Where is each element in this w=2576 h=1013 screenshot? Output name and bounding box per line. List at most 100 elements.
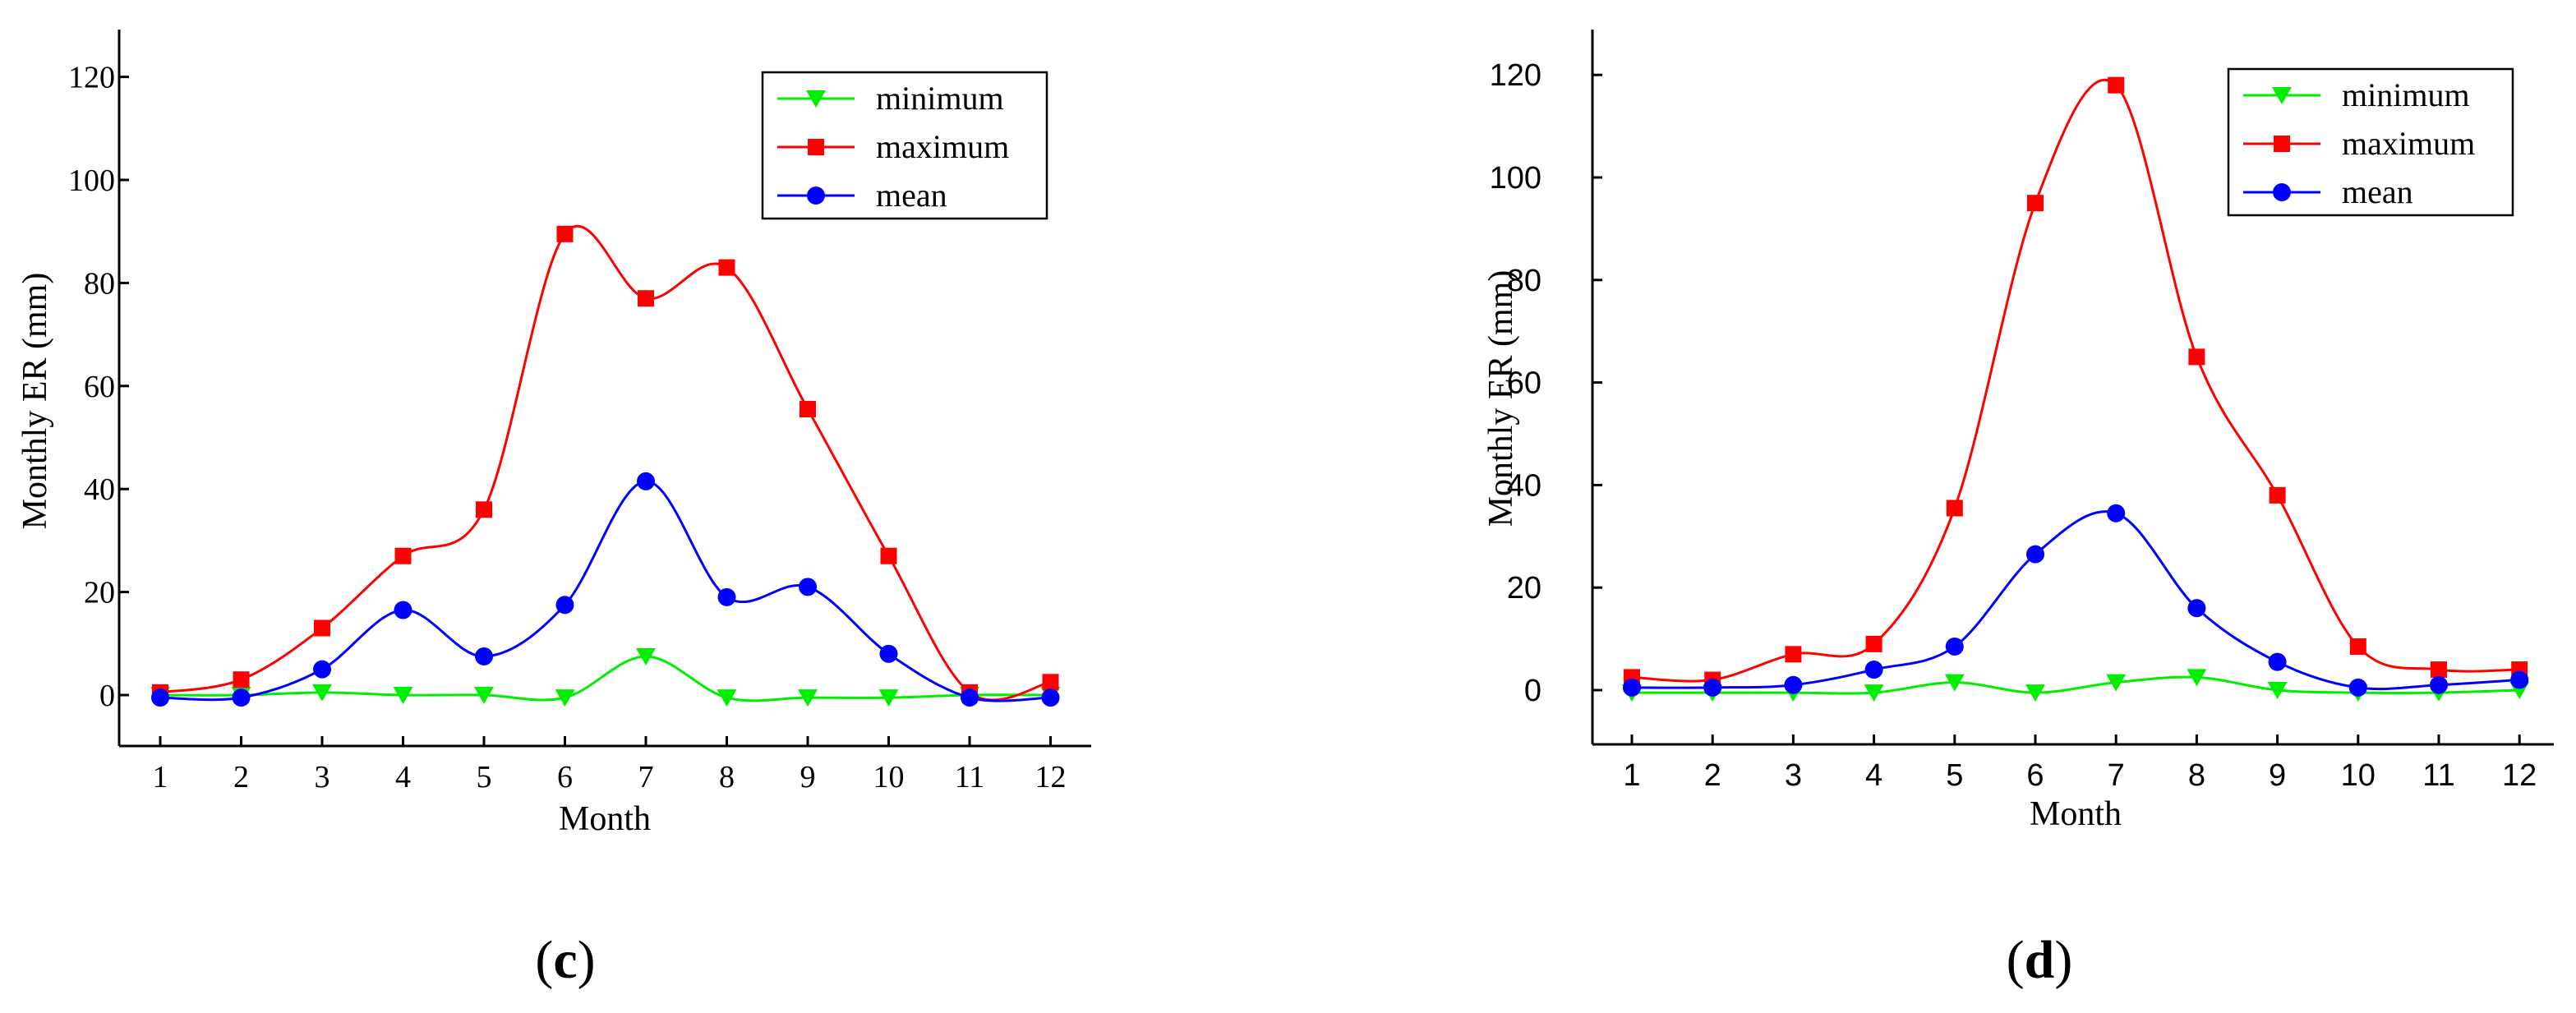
data-point-mean (1945, 637, 1964, 656)
legend-marker-minimum (806, 90, 826, 108)
data-point-maximum (638, 290, 654, 307)
series-line-minimum (159, 655, 1051, 702)
series-mean (151, 472, 1060, 707)
x-tick-label: 9 (2269, 758, 2286, 793)
data-point-mean (2430, 675, 2448, 694)
panel-label: (c) (535, 930, 595, 990)
data-point-mean (232, 688, 251, 707)
data-point-maximum (556, 225, 574, 242)
data-point-minimum (878, 689, 899, 707)
data-point-maximum (2269, 486, 2286, 504)
x-tick-label: 12 (2502, 758, 2537, 793)
data-point-maximum (314, 619, 330, 637)
y-tick-label: 80 (84, 266, 115, 301)
data-point-mean (313, 660, 331, 679)
x-tick-label: 9 (800, 760, 816, 794)
series-maximum (152, 224, 1059, 702)
data-point-mean (2026, 545, 2044, 564)
x-tick-label: 10 (873, 760, 905, 794)
y-tick-label: 100 (68, 163, 115, 198)
data-point-minimum (555, 689, 575, 707)
panel-label-close: ) (578, 930, 596, 990)
legend-marker-mean (2273, 183, 2291, 201)
x-tick-label: 1 (153, 760, 168, 794)
data-point-maximum (1865, 635, 1882, 652)
legend-label-mean: mean (876, 177, 947, 214)
data-point-mean (2348, 678, 2367, 697)
y-tick-label: 40 (1507, 468, 1541, 503)
data-point-mean (1784, 675, 1803, 694)
x-tick-label: 10 (2341, 758, 2376, 793)
x-tick-label: 7 (638, 760, 654, 794)
x-tick-label: 11 (955, 760, 985, 794)
y-tick-label: 120 (68, 61, 115, 95)
x-axis-label: Month (559, 800, 651, 838)
x-tick-label: 7 (2108, 758, 2125, 793)
x-tick-label: 5 (477, 760, 492, 794)
y-tick-label: 60 (1507, 366, 1541, 401)
x-tick-label: 2 (233, 760, 249, 794)
x-tick-label: 6 (2026, 758, 2044, 793)
data-point-mean (2107, 504, 2126, 523)
panel-label-letter: d (2025, 930, 2055, 990)
y-tick-label: 60 (84, 370, 115, 404)
data-point-mean (2510, 670, 2529, 689)
legend-marker-minimum (2272, 87, 2292, 104)
data-point-minimum (2187, 669, 2207, 687)
data-point-mean (799, 578, 817, 596)
legend-label-maximum: maximum (876, 128, 1009, 165)
data-point-minimum (2267, 682, 2288, 699)
data-point-maximum (1946, 500, 1963, 517)
data-point-mean (1703, 678, 1722, 697)
x-tick-label: 4 (1865, 758, 1882, 793)
data-point-maximum (476, 501, 492, 518)
y-axis-label: Monthly ER (mm) (16, 273, 54, 530)
data-point-mean (555, 596, 574, 615)
y-tick-label: 20 (1507, 571, 1541, 605)
y-tick-label: 40 (84, 472, 115, 507)
data-point-minimum (1864, 684, 1884, 702)
data-point-maximum (2431, 661, 2447, 679)
data-point-maximum (394, 547, 412, 564)
x-tick-label: 6 (557, 760, 573, 794)
panel-label-open: ( (535, 930, 553, 990)
data-point-maximum (880, 547, 897, 564)
data-point-maximum (2027, 195, 2044, 212)
x-tick-label: 3 (1785, 758, 1802, 793)
data-point-mean (637, 472, 655, 490)
series-mean (1623, 504, 2529, 697)
data-point-mean (717, 587, 736, 606)
data-point-mean (151, 688, 169, 707)
data-point-minimum (717, 689, 737, 707)
data-point-minimum (2106, 674, 2127, 692)
data-point-maximum (1042, 674, 1059, 691)
panel-label: (d) (2007, 930, 2073, 990)
x-tick-label: 5 (1946, 758, 1963, 793)
data-point-maximum (2349, 638, 2366, 655)
data-point-maximum (718, 259, 735, 276)
data-point-mean (1864, 661, 1883, 679)
legend-label-minimum: minimum (876, 80, 1004, 117)
y-tick-label: 20 (84, 576, 115, 610)
x-tick-label: 8 (2188, 758, 2205, 793)
data-point-minimum (393, 687, 413, 704)
data-point-mean (2268, 652, 2287, 671)
y-tick-label: 0 (99, 679, 115, 713)
series-line-minimum (1631, 675, 2520, 695)
data-point-maximum (2108, 76, 2125, 94)
x-tick-label: 4 (395, 760, 411, 794)
data-point-maximum (1785, 646, 1802, 663)
y-tick-label: 120 (1490, 58, 1541, 93)
data-point-maximum (800, 401, 816, 418)
series-line-maximum (159, 224, 1051, 702)
data-point-minimum (2025, 684, 2045, 702)
data-point-minimum (312, 684, 332, 702)
data-point-mean (475, 647, 493, 665)
panel-label-close: ) (2054, 930, 2072, 990)
legend-label-mean: mean (2342, 173, 2413, 210)
data-point-maximum (233, 671, 250, 688)
legend-marker-mean (807, 186, 825, 205)
x-tick-label: 12 (1035, 760, 1067, 794)
